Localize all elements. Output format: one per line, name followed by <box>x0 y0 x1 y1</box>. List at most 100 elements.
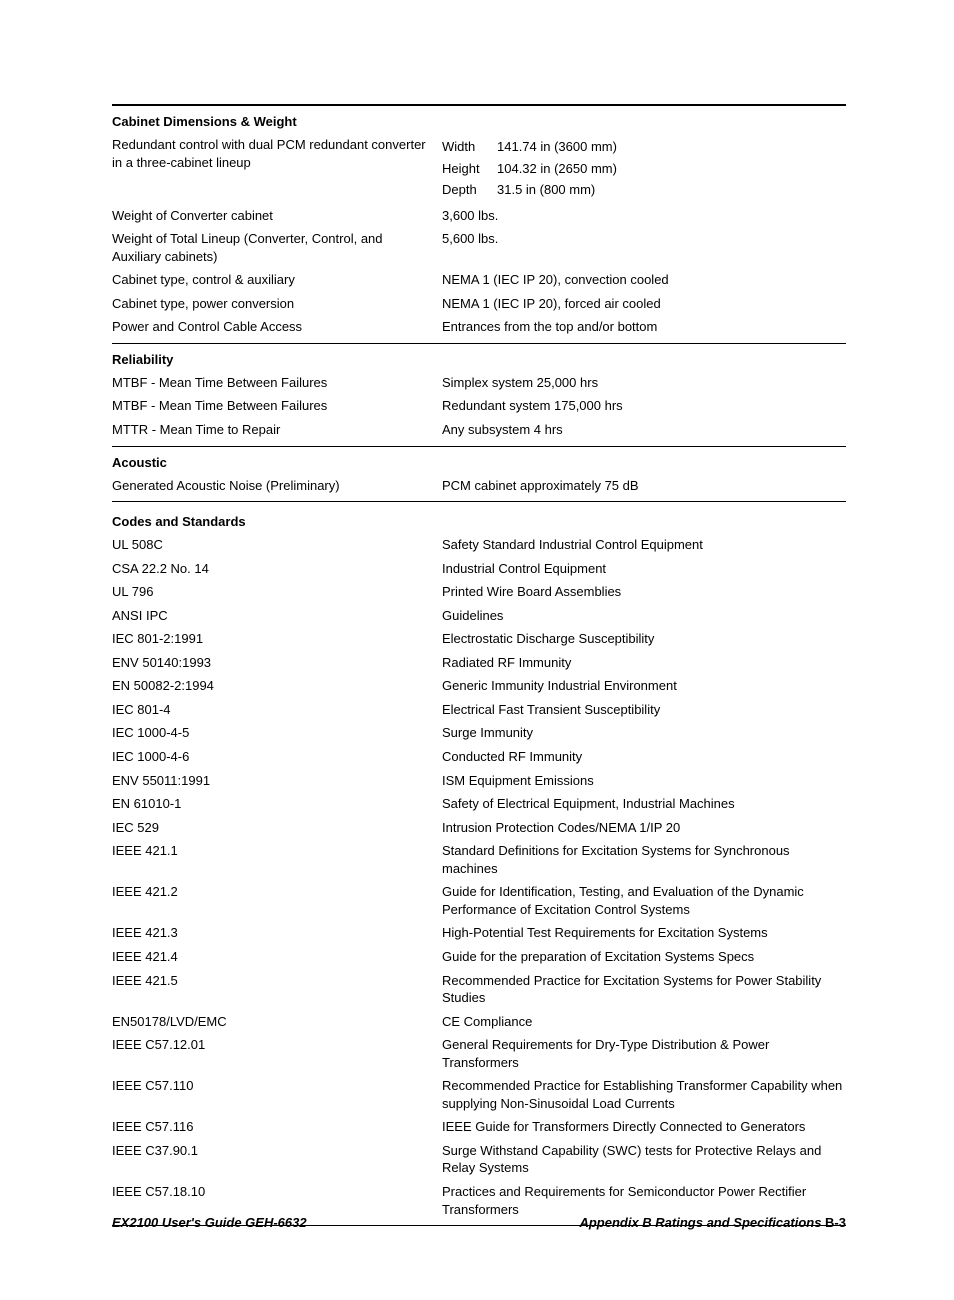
spec-label: IEC 1000-4-6 <box>112 748 442 766</box>
dimension-value: 31.5 in (800 mm) <box>497 181 595 199</box>
spec-row: Weight of Converter cabinet3,600 lbs. <box>112 204 846 228</box>
dimension-value: 104.32 in (2650 mm) <box>497 160 617 178</box>
spec-value: Practices and Requirements for Semicondu… <box>442 1183 846 1218</box>
spec-value: Any subsystem 4 hrs <box>442 421 846 439</box>
spec-label: IEEE C57.18.10 <box>112 1183 442 1201</box>
spec-value: Guide for the preparation of Excitation … <box>442 948 846 966</box>
spec-label: ENV 50140:1993 <box>112 654 442 672</box>
spec-value: Safety of Electrical Equipment, Industri… <box>442 795 846 813</box>
spec-row: IEEE 421.3High-Potential Test Requiremen… <box>112 921 846 945</box>
spec-label: IEEE C57.116 <box>112 1118 442 1136</box>
spec-value: NEMA 1 (IEC IP 20), convection cooled <box>442 271 846 289</box>
spec-value: Intrusion Protection Codes/NEMA 1/IP 20 <box>442 819 846 837</box>
spec-row: IEEE C37.90.1Surge Withstand Capability … <box>112 1139 846 1180</box>
section-header: Codes and Standards <box>112 512 846 533</box>
dimension-row: Depth31.5 in (800 mm) <box>442 179 846 201</box>
spec-value: Entrances from the top and/or bottom <box>442 318 846 336</box>
spec-row: Weight of Total Lineup (Converter, Contr… <box>112 227 846 268</box>
spec-row: Generated Acoustic Noise (Preliminary)PC… <box>112 474 846 498</box>
spec-label: IEC 529 <box>112 819 442 837</box>
dimension-value: 141.74 in (3600 mm) <box>497 138 617 156</box>
spec-value: Recommended Practice for Excitation Syst… <box>442 972 846 1007</box>
spec-row: IEC 1000-4-5Surge Immunity <box>112 721 846 745</box>
dimension-name: Depth <box>442 181 497 199</box>
spec-value: NEMA 1 (IEC IP 20), forced air cooled <box>442 295 846 313</box>
spec-label: IEC 801-4 <box>112 701 442 719</box>
spec-value: Conducted RF Immunity <box>442 748 846 766</box>
dimension-name: Height <box>442 160 497 178</box>
spec-label: IEEE 421.3 <box>112 924 442 942</box>
spec-value: Simplex system 25,000 hrs <box>442 374 846 392</box>
spec-label: MTTR - Mean Time to Repair <box>112 421 442 439</box>
spec-label: IEEE C57.110 <box>112 1077 442 1095</box>
dimension-row: Width141.74 in (3600 mm) <box>442 136 846 158</box>
spec-row: IEC 529Intrusion Protection Codes/NEMA 1… <box>112 816 846 840</box>
spec-row: IEEE 421.2Guide for Identification, Test… <box>112 880 846 921</box>
spec-value: Surge Withstand Capability (SWC) tests f… <box>442 1142 846 1177</box>
spec-label: UL 508C <box>112 536 442 554</box>
spec-row: MTBF - Mean Time Between FailuresSimplex… <box>112 371 846 395</box>
spec-label: Weight of Total Lineup (Converter, Contr… <box>112 230 442 265</box>
spec-label: IEEE 421.4 <box>112 948 442 966</box>
spec-row: MTBF - Mean Time Between FailuresRedunda… <box>112 394 846 418</box>
spec-label: Redundant control with dual PCM redundan… <box>112 136 442 171</box>
spec-section: Codes and StandardsUL 508CSafety Standar… <box>112 506 846 1226</box>
spec-row: IEC 801-4Electrical Fast Transient Susce… <box>112 698 846 722</box>
spec-row: CSA 22.2 No. 14Industrial Control Equipm… <box>112 557 846 581</box>
spec-row: MTTR - Mean Time to RepairAny subsystem … <box>112 418 846 442</box>
spec-label: Weight of Converter cabinet <box>112 207 442 225</box>
spec-label: EN 61010-1 <box>112 795 442 813</box>
section-header: Acoustic <box>112 453 846 474</box>
spec-label: IEC 1000-4-5 <box>112 724 442 742</box>
spec-row: Redundant control with dual PCM redundan… <box>112 133 846 204</box>
spec-row: UL 508CSafety Standard Industrial Contro… <box>112 533 846 557</box>
spec-row: ANSI IPCGuidelines <box>112 604 846 628</box>
spec-value: Printed Wire Board Assemblies <box>442 583 846 601</box>
spec-value: IEEE Guide for Transformers Directly Con… <box>442 1118 846 1136</box>
spec-value: General Requirements for Dry-Type Distri… <box>442 1036 846 1071</box>
spec-label: IEEE 421.1 <box>112 842 442 860</box>
spec-value: Standard Definitions for Excitation Syst… <box>442 842 846 877</box>
spec-label: Cabinet type, power conversion <box>112 295 442 313</box>
dimension-name: Width <box>442 138 497 156</box>
spec-value: Electrostatic Discharge Susceptibility <box>442 630 846 648</box>
spec-label: IEEE 421.2 <box>112 883 442 901</box>
spec-value: Guidelines <box>442 607 846 625</box>
spec-label: ENV 55011:1991 <box>112 772 442 790</box>
spec-row: Cabinet type, power conversionNEMA 1 (IE… <box>112 292 846 316</box>
spec-row: IEEE 421.4Guide for the preparation of E… <box>112 945 846 969</box>
spec-value: Industrial Control Equipment <box>442 560 846 578</box>
spec-row: IEEE C57.116IEEE Guide for Transformers … <box>112 1115 846 1139</box>
spec-row: IEEE C57.110Recommended Practice for Est… <box>112 1074 846 1115</box>
spec-row: IEEE 421.5Recommended Practice for Excit… <box>112 969 846 1010</box>
spec-value: Radiated RF Immunity <box>442 654 846 672</box>
spec-value: Recommended Practice for Establishing Tr… <box>442 1077 846 1112</box>
spec-value: 5,600 lbs. <box>442 230 846 248</box>
dimension-row: Height104.32 in (2650 mm) <box>442 158 846 180</box>
spec-value: PCM cabinet approximately 75 dB <box>442 477 846 495</box>
spec-value: Generic Immunity Industrial Environment <box>442 677 846 695</box>
footer-left: EX2100 User's Guide GEH-6632 <box>112 1215 307 1230</box>
footer-page-number: B-3 <box>825 1215 846 1230</box>
spec-row: EN 61010-1Safety of Electrical Equipment… <box>112 792 846 816</box>
spec-row: UL 796Printed Wire Board Assemblies <box>112 580 846 604</box>
spec-label: UL 796 <box>112 583 442 601</box>
spec-value: CE Compliance <box>442 1013 846 1031</box>
section-header: Reliability <box>112 350 846 371</box>
spec-value: Redundant system 175,000 hrs <box>442 397 846 415</box>
spec-row: ENV 55011:1991ISM Equipment Emissions <box>112 769 846 793</box>
spec-row: IEC 801-2:1991Electrostatic Discharge Su… <box>112 627 846 651</box>
spec-label: CSA 22.2 No. 14 <box>112 560 442 578</box>
document-page: Cabinet Dimensions & WeightRedundant con… <box>0 0 954 1300</box>
spec-row: EN50178/LVD/EMCCE Compliance <box>112 1010 846 1034</box>
spec-label: IEEE C57.12.01 <box>112 1036 442 1054</box>
spec-value: Guide for Identification, Testing, and E… <box>442 883 846 918</box>
footer-appendix: Appendix B Ratings and Specifications <box>579 1215 825 1230</box>
spec-value: Safety Standard Industrial Control Equip… <box>442 536 846 554</box>
spec-value: Surge Immunity <box>442 724 846 742</box>
spec-row: EN 50082-2:1994Generic Immunity Industri… <box>112 674 846 698</box>
spec-label: MTBF - Mean Time Between Failures <box>112 374 442 392</box>
spec-row: IEEE C57.12.01General Requirements for D… <box>112 1033 846 1074</box>
spec-value: High-Potential Test Requirements for Exc… <box>442 924 846 942</box>
spec-section: AcousticGenerated Acoustic Noise (Prelim… <box>112 446 846 503</box>
